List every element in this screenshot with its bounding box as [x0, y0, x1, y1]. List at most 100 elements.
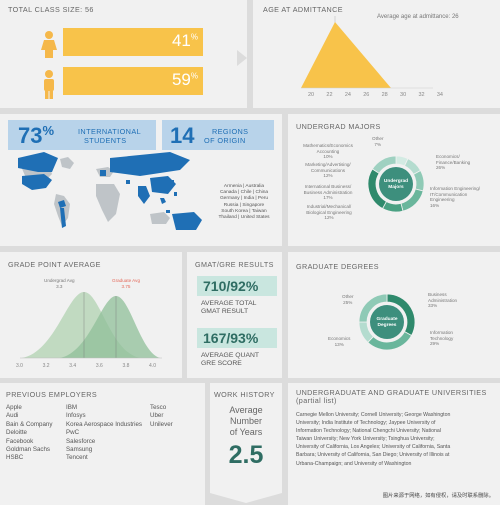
intl-students-label: INTERNATIONAL STUDENTS [78, 127, 141, 145]
gd-label-line: 13% [334, 341, 344, 347]
regions-label-line: OF ORIGIN [204, 135, 246, 145]
gd-label-other: Other 25% [342, 294, 354, 305]
gd-label-line: Other [342, 294, 354, 299]
age-title: AGE AT ADMITTANCE [263, 5, 343, 14]
gd-label-it: Information Technology 29% [430, 330, 453, 347]
ug-label-line: Communications [310, 167, 346, 173]
gpa-panel: GRADE POINT AVERAGE Undergrad Avg 3.3 Gr… [0, 252, 182, 378]
graddeg-center-line: Degrees [377, 323, 397, 328]
ug-label-line: International Business/ [304, 184, 352, 189]
undergrad-donut [367, 155, 425, 213]
graddeg-center [370, 305, 404, 339]
male-icon [44, 70, 54, 99]
gpa-tick: 3.6 [95, 363, 103, 369]
gmat-total-line: GMAT RESULT [201, 308, 249, 315]
gpa-tick: 3.4 [69, 363, 77, 369]
regions-label-line: REGIONS [212, 127, 249, 136]
graddeg-donut [358, 293, 416, 351]
ug-label-economics: Economics/ Finance/Banking 26% [436, 154, 470, 171]
employer-name: Samsung [66, 446, 93, 454]
employer-name: HSBC [6, 454, 24, 462]
ug-label-line: Accounting [316, 148, 340, 154]
gpa-tick: 3.2 [42, 363, 50, 369]
ug-label-line: 10% [323, 154, 333, 160]
ug-label-line: 12% [324, 215, 334, 221]
age-triangle [301, 22, 391, 88]
male-pct-value: 59 [171, 70, 191, 89]
university-line: Urbana-Champaign; and University of Wash… [296, 460, 412, 467]
universities-subtitle: (partial list) [296, 396, 337, 405]
ug-label-other: Other 7% [372, 136, 384, 147]
ug-label-infoeng: Information Engineering/ IT/Communicatio… [430, 186, 480, 208]
employer-name: Korea Aerospace Industries [66, 420, 143, 428]
employer-name: IBM [66, 404, 78, 411]
ug-label-line: 26% [436, 165, 446, 171]
gpa-undergrad-value: 3.3 [56, 283, 63, 289]
female-percent: 41% [150, 31, 198, 51]
employer-name: Tencent [66, 454, 88, 462]
gd-label-line: Information [430, 330, 453, 335]
employer-name: Salesforce [66, 437, 96, 445]
employer-name: Goldman Sachs [6, 446, 51, 454]
gpa-undergrad-label: Undergrad Avg 3.3 [44, 278, 75, 289]
employer-name: Deloitte [6, 429, 27, 437]
gpa-ticks: 3.0 3.2 3.4 3.6 3.8 4.0 [16, 363, 156, 369]
country-line: Canada | Chile | China [219, 190, 269, 196]
ug-label-line: Marketing/Advertising/ [305, 162, 351, 167]
graddeg-panel: GRADUATE DEGREES Graduate Degrees Other … [288, 252, 500, 378]
university-line: Barbara; University of California, San D… [296, 452, 450, 459]
gd-label-line: 33% [428, 303, 438, 309]
map-oceania [150, 212, 170, 224]
age-ticks: 20 22 24 26 28 30 32 34 [308, 92, 443, 98]
gd-label-line: Economics [328, 336, 351, 341]
map-taiwan [174, 192, 177, 196]
age-tick: 24 [344, 92, 351, 98]
work-title: WORK HISTORY [214, 390, 275, 399]
age-average-label: Average age at admittance: 26 [377, 14, 459, 20]
universities-title: UNDERGRADUATE AND GRADUATE UNIVERSITIES … [296, 389, 487, 405]
map-china [150, 176, 176, 194]
employer-name: Unilever [150, 420, 173, 428]
undergrad-center [379, 167, 413, 201]
map-india [138, 186, 150, 204]
employer-name: Infosys [66, 412, 86, 420]
graddeg-center-label: Graduate Degrees [367, 317, 407, 329]
ug-label-line: Information Engineering/ [430, 186, 481, 191]
age-tick: 30 [400, 92, 407, 98]
country-line: Thailand | United States [218, 215, 270, 221]
age-tick: 32 [418, 92, 425, 98]
university-line: Taiwan University; New York University; … [296, 436, 435, 443]
work-label: Average Number of Years [210, 405, 282, 438]
work-panel: WORK HISTORY Average Number of Years 2.5 [210, 383, 282, 493]
work-label-line: Number [229, 416, 262, 426]
male-percent: 59% [150, 70, 198, 90]
employers-col1: Apple Audi Bain & Company Deloitte Faceb… [6, 404, 52, 463]
ug-label-line: 16% [430, 202, 440, 208]
employer-name: Facebook [6, 437, 34, 445]
gmat-title: GMAT/GRE RESULTS [195, 260, 274, 269]
university-line: University of California, Los Angeles; U… [296, 444, 451, 451]
employers-title: PREVIOUS EMPLOYERS [6, 390, 98, 399]
map-korea [170, 180, 174, 184]
gd-label-economics: Economics 13% [328, 336, 350, 347]
employer-name: Bain & Company [6, 420, 53, 428]
age-tick: 20 [308, 92, 315, 98]
gpa-curves [20, 292, 162, 359]
employer-name: Tesco [150, 404, 167, 411]
ug-label-line: 12% [323, 173, 333, 179]
undergrad-title: UNDERGRAD MAJORS [296, 122, 381, 131]
gpa-undergrad-text: Undergrad Avg [44, 278, 75, 283]
gpa-graduate-value: 3.75 [121, 283, 131, 289]
university-line: Information Technology; National Chengch… [296, 428, 441, 435]
gmat-total-box [197, 276, 277, 296]
ug-label-line: Mathematics/Economics [303, 143, 353, 148]
map-armenia [126, 180, 130, 184]
ug-label-line: IT/Communication [430, 191, 468, 197]
map-africa [96, 184, 120, 222]
map-australia [172, 212, 202, 230]
class-size-panel: TOTAL CLASS SIZE: 56 41% 59% [0, 0, 247, 108]
ug-label-line: Business Administration [303, 189, 353, 195]
map-peru [58, 200, 66, 208]
map-singapore [166, 210, 170, 213]
watermark-text: 图片来源于网络，如有侵权，请及时联系删除。 [382, 493, 494, 499]
